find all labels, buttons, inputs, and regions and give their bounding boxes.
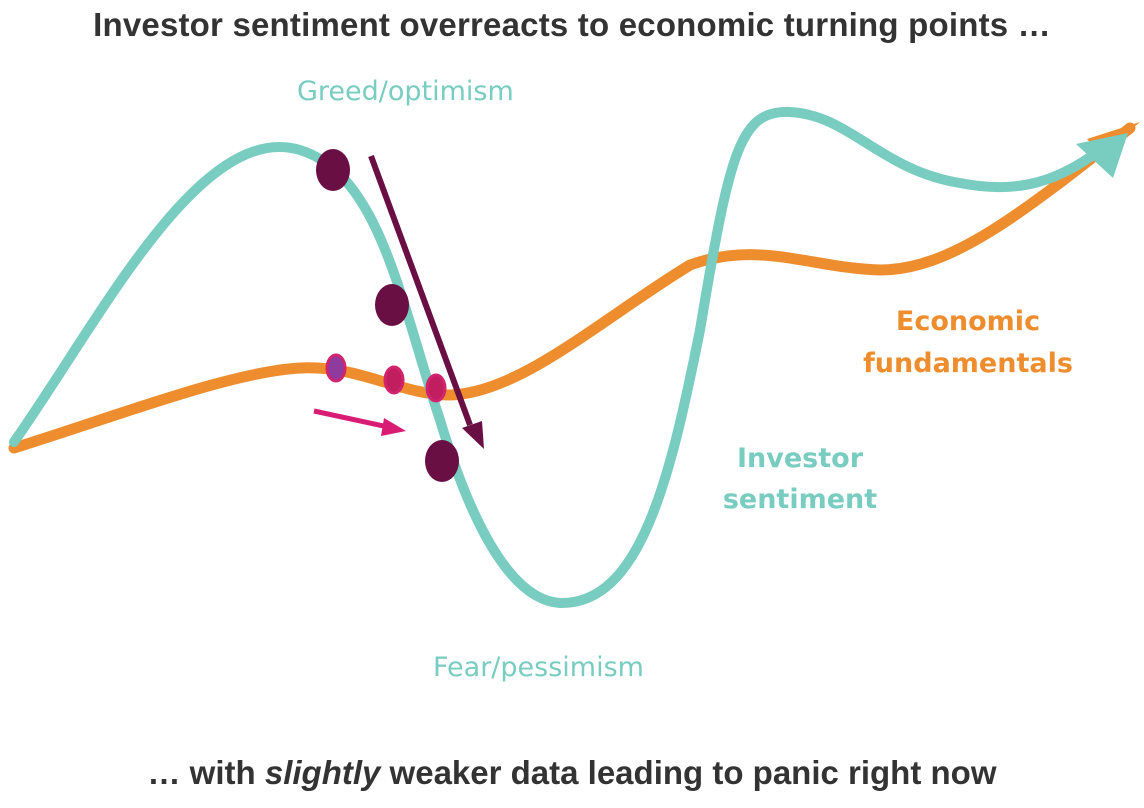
fundamentals-shift-arrow bbox=[313, 408, 389, 430]
diagram-footer: … with slightly weaker data leading to p… bbox=[0, 754, 1144, 792]
fear-label: Fear/pessimism bbox=[433, 652, 644, 683]
investor-sentiment-label-line2: sentiment bbox=[723, 484, 877, 515]
sentiment-marker-3 bbox=[425, 440, 459, 482]
footer-prefix: … with bbox=[147, 754, 265, 791]
fundamentals-marker-1 bbox=[325, 353, 347, 383]
sentiment-marker-2 bbox=[375, 284, 409, 326]
economic-fundamentals-curve bbox=[8, 122, 1136, 454]
economic-fundamentals-label-line1: Economic bbox=[896, 306, 1040, 337]
sentiment-drop-arrow bbox=[368, 154, 473, 427]
investor-sentiment-label-line1: Investor bbox=[737, 443, 864, 474]
footer-emphasis: slightly bbox=[264, 754, 381, 791]
investor-sentiment-curve bbox=[9, 106, 1105, 609]
fundamentals-marker-2 bbox=[383, 365, 405, 395]
sentiment-arrowhead bbox=[1076, 133, 1128, 178]
footer-suffix: weaker data leading to panic right now bbox=[380, 754, 997, 791]
fundamentals-shift-arrowhead bbox=[381, 418, 406, 436]
diagram-title: Investor sentiment overreacts to economi… bbox=[93, 6, 1051, 43]
economic-fundamentals-label-line2: fundamentals bbox=[863, 348, 1073, 379]
sentiment-marker-1 bbox=[316, 149, 350, 191]
fundamentals-marker-3 bbox=[425, 373, 447, 403]
greed-label: Greed/optimism bbox=[297, 76, 514, 107]
sentiment-drop-arrowhead bbox=[462, 421, 484, 449]
